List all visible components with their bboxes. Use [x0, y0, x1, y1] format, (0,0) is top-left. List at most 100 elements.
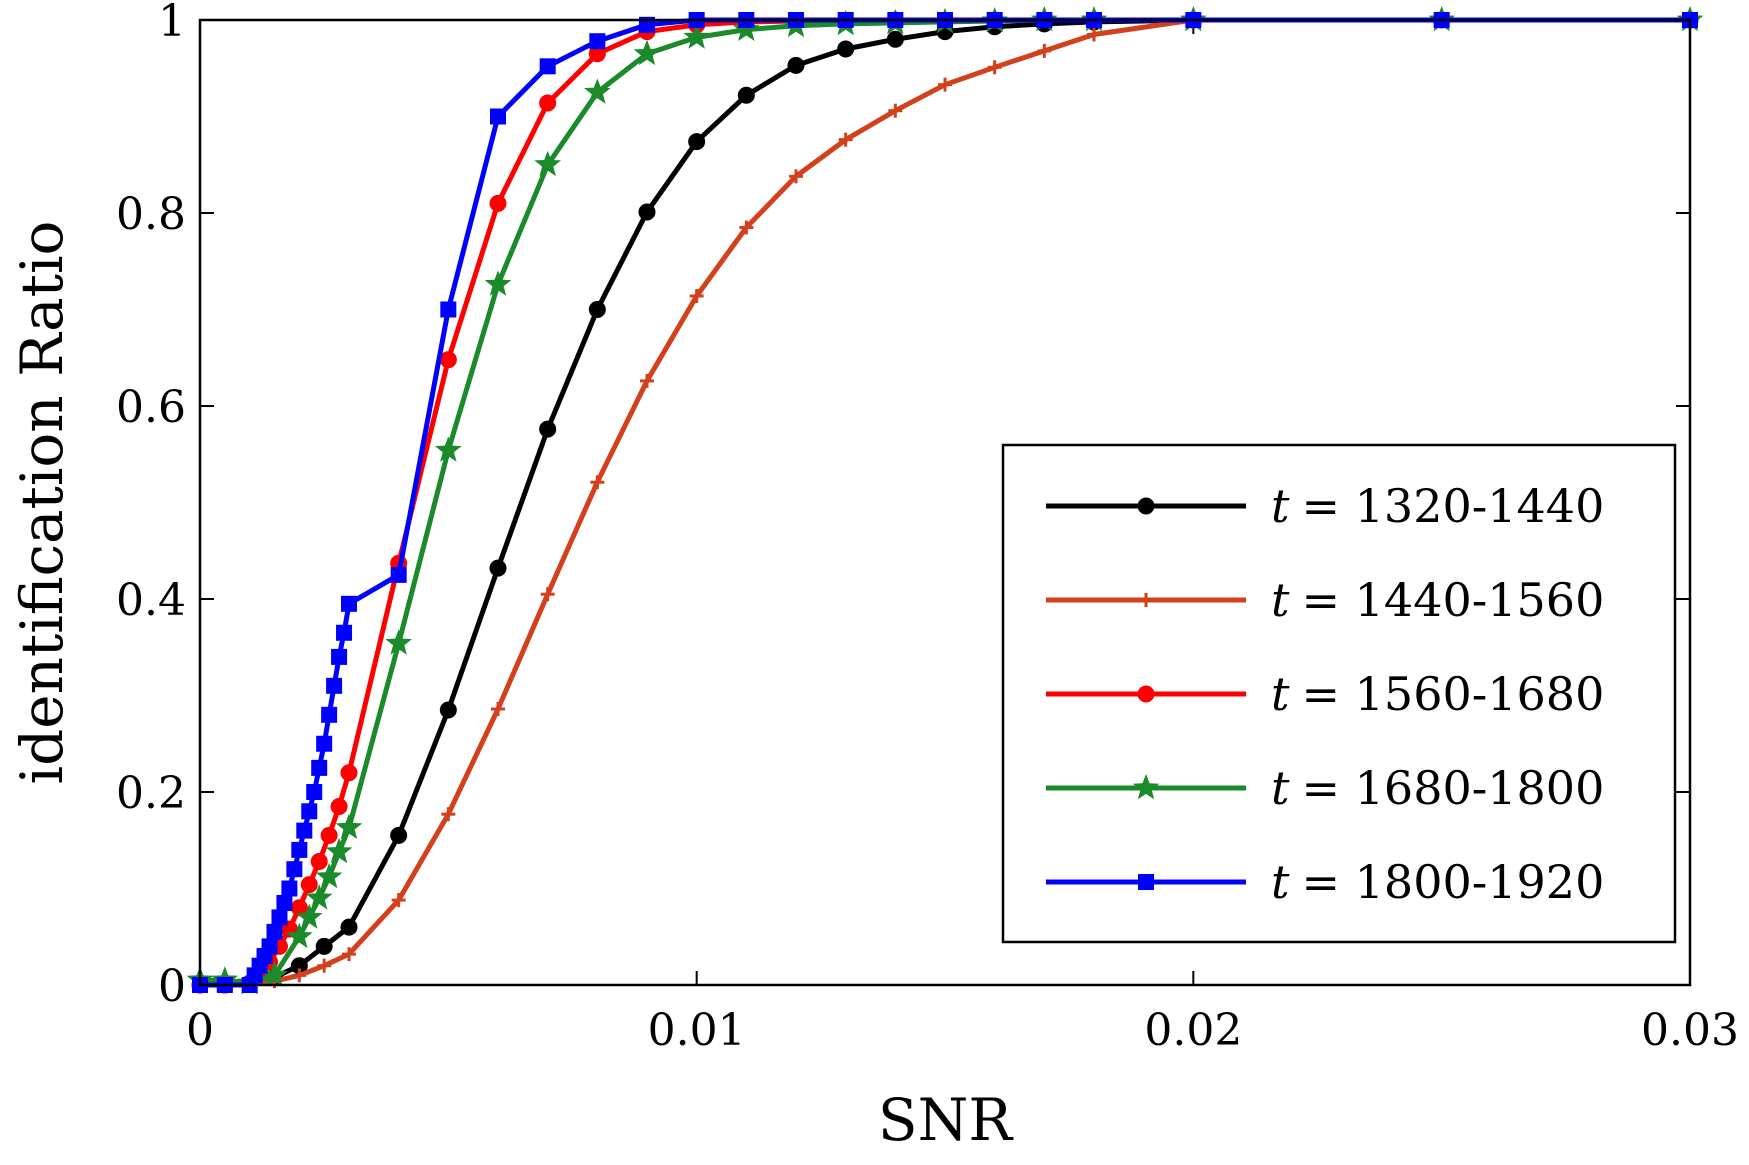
data-point	[276, 894, 293, 911]
data-point	[588, 301, 606, 318]
legend-range: = 1440-1560	[1302, 573, 1605, 627]
data-point	[589, 33, 606, 50]
data-point	[1087, 27, 1101, 42]
data-point	[439, 351, 457, 369]
data-point	[341, 595, 357, 612]
data-point	[390, 566, 407, 583]
data-point	[633, 39, 661, 66]
data-point	[317, 958, 332, 973]
data-point	[331, 648, 348, 665]
data-point	[335, 813, 363, 839]
data-point	[987, 60, 1002, 75]
data-point	[315, 937, 333, 955]
data-point	[484, 270, 512, 296]
legend-marker	[1138, 874, 1154, 890]
data-point	[683, 23, 710, 49]
legend-entry: t = 1560-1680	[1046, 667, 1604, 721]
data-point	[584, 78, 611, 104]
data-point	[838, 132, 853, 147]
data-point	[340, 918, 358, 936]
y-tick-label: 0.6	[116, 382, 186, 433]
legend-label: t = 1680-1800	[1271, 761, 1604, 815]
y-tick-label: 0	[158, 961, 186, 1012]
legend-marker	[1137, 685, 1155, 703]
data-point	[306, 784, 323, 800]
data-point	[490, 108, 506, 125]
data-point	[733, 15, 760, 41]
data-point	[440, 301, 457, 318]
data-point	[540, 587, 555, 602]
data-point	[435, 436, 462, 462]
tick-labels: 0 0.01 0.02 0.03 0 0.2 0.4 0.6 0.8 1	[116, 0, 1739, 1056]
legend-entry: t = 1440-1560	[1046, 573, 1604, 627]
x-axis-label: SNR	[878, 1086, 1014, 1154]
x-tick-label: 0.03	[1641, 1005, 1739, 1056]
legend-range: = 1320-1440	[1302, 479, 1605, 533]
legend-t-symbol: t	[1271, 855, 1290, 909]
data-point	[326, 677, 343, 694]
y-tick-label: 0.2	[116, 768, 186, 819]
data-point	[640, 373, 654, 388]
data-point	[266, 923, 283, 940]
data-point	[286, 861, 303, 878]
data-point	[296, 903, 323, 929]
data-point	[837, 40, 855, 58]
data-point	[292, 968, 307, 983]
y-tick-label: 0.4	[116, 575, 186, 626]
y-tick-label: 1	[158, 0, 186, 47]
data-point	[489, 559, 507, 577]
data-point	[325, 837, 353, 864]
legend-range: = 1680-1800	[1302, 761, 1605, 815]
data-point	[261, 938, 278, 955]
data-point	[539, 420, 557, 438]
data-point	[281, 880, 298, 897]
legend-label: t = 1440-1560	[1271, 573, 1604, 627]
data-point	[539, 94, 557, 112]
data-point	[286, 922, 313, 949]
data-point	[310, 852, 328, 870]
data-point	[688, 133, 706, 151]
data-point	[888, 103, 903, 118]
legend-range: = 1560-1680	[1302, 667, 1605, 721]
data-point	[391, 893, 406, 908]
data-point	[1037, 43, 1052, 58]
legend-label: t = 1800-1920	[1271, 855, 1604, 909]
legend-label: t = 1320-1440	[1271, 479, 1604, 533]
data-point	[261, 961, 288, 987]
legend-marker	[1139, 593, 1153, 607]
data-point	[886, 30, 904, 48]
legend-entry: t = 1320-1440	[1046, 479, 1604, 533]
legend-t-symbol: t	[1271, 761, 1290, 815]
data-point	[271, 909, 288, 926]
x-tick-label: 0	[186, 1005, 214, 1056]
data-point	[340, 764, 358, 782]
data-point	[491, 702, 505, 717]
data-point	[300, 876, 318, 894]
data-point	[689, 288, 704, 303]
data-point	[789, 169, 803, 184]
data-point	[439, 701, 457, 719]
legend-range: = 1800-1920	[1302, 855, 1605, 909]
data-point	[489, 194, 507, 212]
data-point	[539, 58, 556, 75]
legend-marker	[1137, 497, 1155, 515]
data-point	[301, 803, 318, 820]
data-point	[320, 826, 338, 844]
data-point	[342, 947, 356, 962]
data-point	[385, 629, 412, 655]
data-point	[534, 150, 561, 177]
data-point	[390, 826, 408, 844]
data-point	[739, 220, 754, 235]
data-point	[441, 807, 456, 822]
data-point	[291, 841, 308, 858]
legend-marker	[1132, 774, 1160, 800]
legend-entry: t = 1800-1920	[1046, 855, 1604, 909]
data-point	[315, 862, 343, 889]
legend-entry: t = 1680-1800	[1046, 761, 1604, 815]
plot-area-frame	[198, 18, 1692, 987]
x-tick-label: 0.01	[648, 1005, 746, 1056]
legend-t-symbol: t	[1271, 573, 1290, 627]
data-point	[737, 86, 755, 104]
